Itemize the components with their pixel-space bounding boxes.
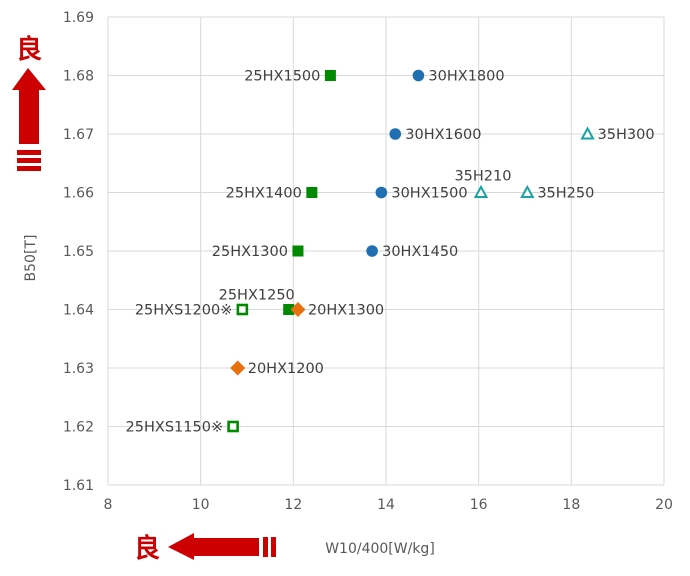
- x-good-indicator: 良: [134, 533, 276, 564]
- circle-marker: [389, 128, 402, 140]
- point-label: 35H250: [537, 186, 594, 202]
- square-marker: [283, 304, 295, 315]
- left-arrow-icon: [168, 533, 276, 560]
- diamond-marker: [230, 360, 246, 376]
- square-marker: [324, 70, 336, 81]
- open-triangle-marker: [473, 184, 489, 198]
- x-tick-label: 10: [192, 497, 210, 513]
- square-marker: [306, 187, 318, 198]
- x-tick-label: 16: [470, 497, 488, 513]
- x-good-label: 良: [134, 533, 160, 564]
- y-tick-label: 1.61: [63, 478, 94, 494]
- y-tick-label: 1.68: [63, 69, 94, 85]
- point-label: 35H210: [454, 169, 511, 185]
- x-tick-labels: 8 10 12 14 16 18 20: [104, 497, 673, 513]
- circle-marker: [375, 186, 388, 199]
- point-label: 30HX1500: [391, 186, 467, 202]
- open-triangle-marker: [520, 184, 535, 198]
- data-points: [227, 69, 595, 433]
- point-label: 20HX1300: [308, 303, 384, 319]
- x-tick-label: 14: [377, 497, 395, 513]
- point-labels: 25HX1500 30HX1800 30HX1600 35H300 25HX1400 30…: [126, 69, 655, 436]
- y-good-indicator: 良: [12, 34, 46, 171]
- point-label: 25HX1250: [219, 288, 295, 304]
- point-label: 35H300: [598, 127, 655, 143]
- point-label: 25HXS1200※: [135, 303, 233, 319]
- point-label: 25HX1500: [244, 69, 320, 85]
- open-triangle-marker: [580, 126, 595, 140]
- y-tick-label: 1.63: [63, 361, 94, 377]
- point-label: 30HX1600: [405, 127, 481, 143]
- circle-marker: [366, 245, 378, 257]
- x-tick-label: 12: [284, 497, 302, 513]
- point-label: 30HX1450: [382, 244, 458, 260]
- x-tick-label: 8: [104, 497, 113, 513]
- y-good-label: 良: [16, 34, 42, 65]
- y-tick-labels: 1.61 1.62 1.63 1.64 1.65 1.66 1.67 1.68 1.69: [63, 10, 94, 494]
- point-label: 30HX1800: [428, 69, 504, 85]
- x-tick-label: 18: [562, 497, 580, 513]
- y-tick-label: 1.69: [63, 10, 94, 26]
- open-square-marker: [227, 420, 239, 433]
- y-tick-label: 1.62: [63, 420, 94, 436]
- y-tick-label: 1.64: [63, 303, 94, 319]
- up-arrow-icon: [12, 68, 46, 171]
- point-label: 20HX1200: [248, 361, 324, 377]
- point-label: 25HXS1150※: [126, 420, 224, 436]
- circle-marker: [412, 69, 425, 82]
- square-marker: [292, 245, 304, 257]
- open-square-marker: [236, 303, 249, 316]
- y-axis-title: B50[T]: [23, 235, 39, 282]
- y-tick-label: 1.67: [63, 127, 94, 143]
- y-tick-label: 1.66: [63, 186, 94, 202]
- diamond-marker: [290, 302, 306, 317]
- point-label: 25HX1400: [226, 186, 302, 202]
- point-label: 25HX1300: [212, 244, 288, 260]
- x-axis-title: W10/400[W/kg]: [325, 541, 435, 557]
- x-tick-label: 20: [655, 497, 673, 513]
- y-tick-label: 1.65: [63, 244, 94, 260]
